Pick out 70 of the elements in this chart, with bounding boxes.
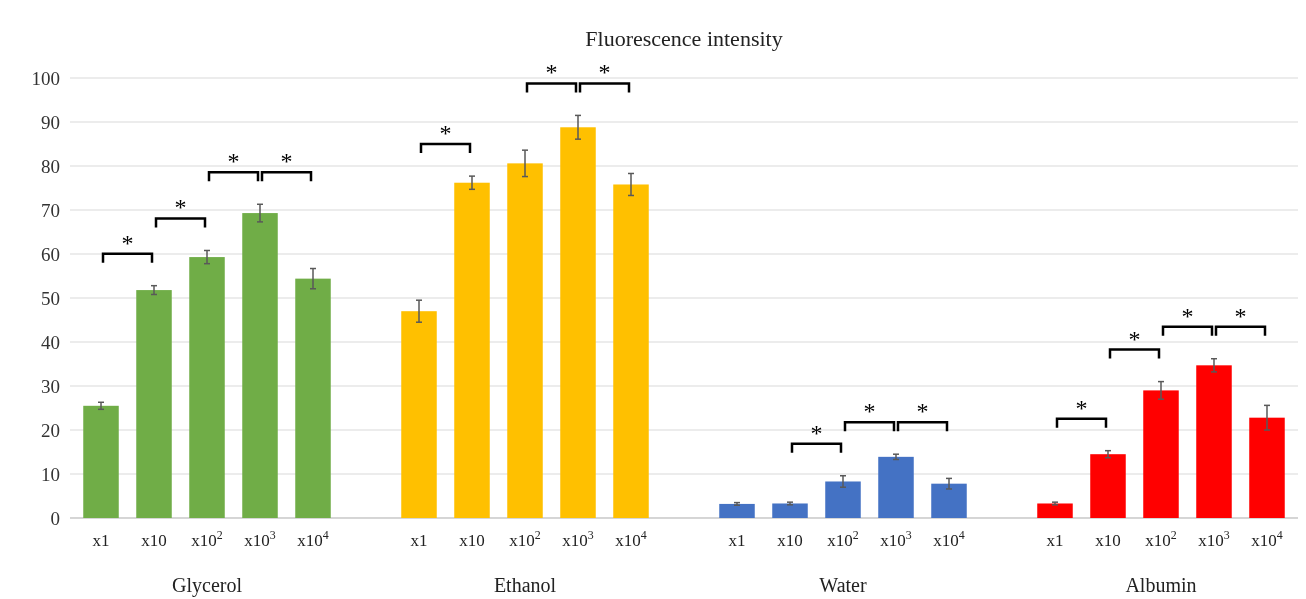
bar <box>613 184 649 518</box>
y-tick-label: 50 <box>41 287 60 309</box>
y-tick-label: 90 <box>41 111 60 133</box>
y-tick-label: 100 <box>31 67 60 89</box>
x-tick-label: x10$^{2}$ <box>827 528 859 550</box>
x-tick-label: x10$^{2}$ <box>1145 528 1177 550</box>
bar <box>931 483 967 518</box>
annotation: * <box>174 194 187 221</box>
y-tick-label: 40 <box>41 331 60 353</box>
bar <box>1196 365 1232 518</box>
x-tick-label: x10 <box>459 531 485 550</box>
y-tick-label: 30 <box>41 375 60 397</box>
x-tick-label: x10$^{3}$ <box>1198 528 1230 550</box>
x-tick-label: x10$^{3}$ <box>244 528 276 550</box>
bar <box>1143 390 1179 518</box>
bar <box>878 456 914 518</box>
x-tick-label: x10 <box>777 531 803 550</box>
bar <box>1037 503 1073 518</box>
y-tick-label: 10 <box>41 463 60 485</box>
bar <box>1090 454 1126 518</box>
annotation: * <box>1181 302 1194 329</box>
x-tick-label: x1 <box>92 531 110 550</box>
bar <box>454 182 490 518</box>
bar <box>719 503 755 518</box>
y-tick-label: 60 <box>41 243 60 265</box>
chart-title: Fluorescence intensity <box>585 26 783 51</box>
annotation: * <box>1234 302 1247 329</box>
bar <box>507 163 543 518</box>
bar <box>401 311 437 518</box>
x-tick-label: x10 <box>1095 531 1121 550</box>
x-tick-label: x10$^{3}$ <box>562 528 594 550</box>
bar <box>295 278 331 518</box>
annotation: * <box>1075 394 1088 421</box>
text: Water <box>819 574 867 596</box>
bar <box>1249 417 1285 518</box>
annotation: * <box>810 419 823 446</box>
bar <box>560 127 596 518</box>
bar <box>772 503 808 518</box>
annotation: * <box>598 59 611 86</box>
x-tick-label: x10$^{2}$ <box>191 528 223 550</box>
bar <box>83 405 119 518</box>
x-tick-label: x10$^{4}$ <box>1251 528 1283 550</box>
x-tick-label: x10$^{4}$ <box>297 528 329 550</box>
y-tick-label: 70 <box>41 199 60 221</box>
text: Glycerol <box>172 574 243 597</box>
x-tick-label: x1 <box>1046 531 1064 550</box>
bar <box>136 290 172 518</box>
x-tick-label: x1 <box>728 531 746 550</box>
x-tick-label: x10$^{4}$ <box>615 528 647 550</box>
annotation: * <box>227 148 240 175</box>
annotation: * <box>545 59 558 86</box>
text: Ethanol <box>493 574 557 596</box>
bar <box>825 481 861 518</box>
x-tick-label: x10$^{2}$ <box>509 528 541 550</box>
y-tick-label: 20 <box>41 419 60 441</box>
text: Albumin <box>1125 574 1197 596</box>
annotation: * <box>863 398 876 425</box>
annotation: * <box>121 229 134 256</box>
annotation: * <box>280 148 293 175</box>
x-tick-label: x1 <box>410 531 428 550</box>
annotation: * <box>439 120 452 147</box>
y-tick-label: 80 <box>41 155 60 177</box>
bar <box>189 257 225 518</box>
x-tick-label: x10 <box>141 531 167 550</box>
bar <box>242 213 278 518</box>
y-tick-label: 0 <box>50 507 60 529</box>
annotation: * <box>916 398 929 425</box>
annotation: * <box>1128 325 1141 352</box>
x-tick-label: x10$^{3}$ <box>880 528 912 550</box>
x-tick-label: x10$^{4}$ <box>933 528 965 550</box>
